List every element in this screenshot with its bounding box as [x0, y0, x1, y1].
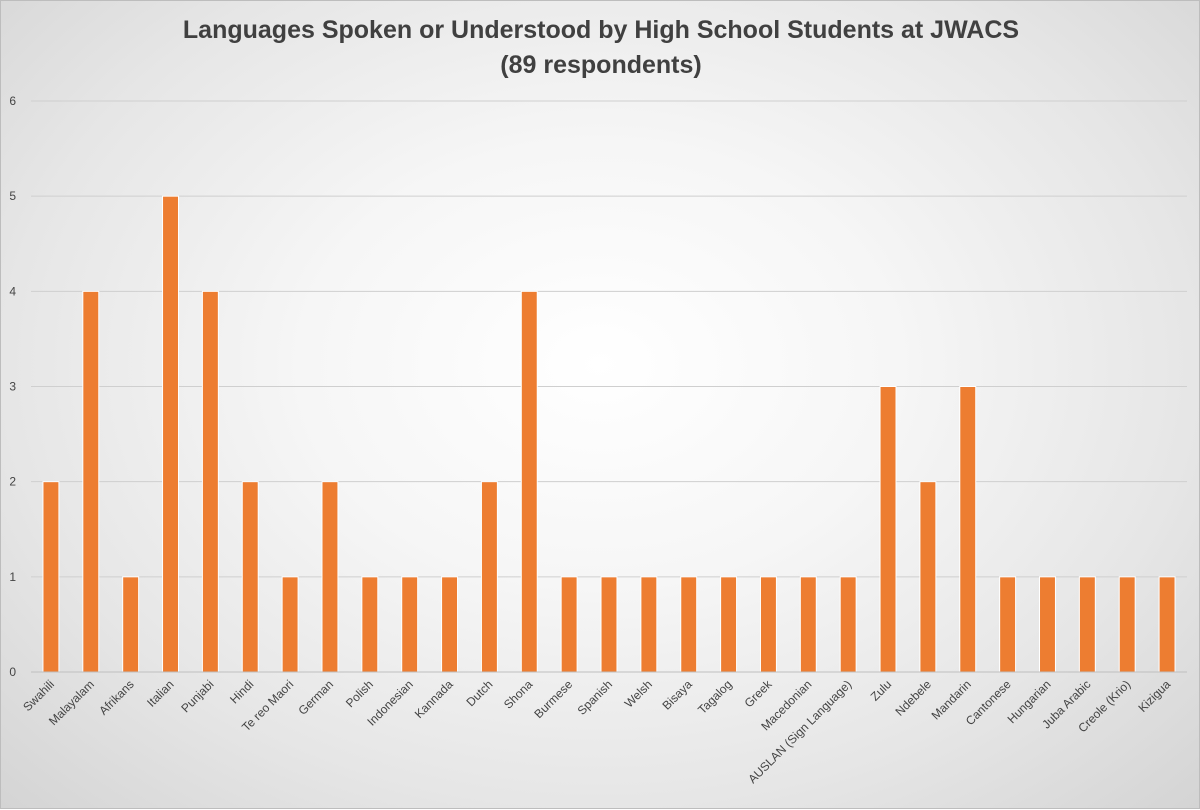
x-tick-label: Burmese — [531, 677, 575, 721]
bar — [1078, 576, 1096, 673]
bar — [1039, 576, 1056, 673]
y-tick-label: 5 — [9, 189, 16, 203]
x-tick-label: Welsh — [622, 677, 655, 710]
y-tick-label: 3 — [9, 380, 16, 394]
x-tick-label: Spanish — [575, 677, 616, 718]
x-tick-label: Tagalog — [695, 677, 735, 717]
bar — [122, 576, 140, 673]
y-tick-label: 6 — [9, 94, 16, 108]
x-tick-label: Afrikans — [96, 677, 137, 718]
bar — [480, 481, 498, 673]
bar — [82, 290, 100, 673]
bar — [201, 290, 219, 673]
x-tick-label: Zulu — [868, 677, 894, 703]
y-tick-label: 1 — [9, 570, 16, 584]
chart-title-block: Languages Spoken or Understood by High S… — [1, 13, 1200, 83]
bar — [241, 481, 259, 673]
x-tick-label: Swahili — [20, 677, 57, 714]
bar — [361, 576, 379, 673]
bar — [680, 576, 698, 673]
x-tick-label: Greek — [742, 677, 776, 711]
bar — [799, 576, 817, 673]
x-tick-label: Italian — [144, 677, 177, 710]
bar — [162, 195, 179, 673]
bar — [401, 576, 419, 673]
chart-title: Languages Spoken or Understood by High S… — [182, 16, 1020, 44]
bar — [720, 576, 738, 673]
y-tick-label: 2 — [9, 475, 16, 489]
bar — [281, 576, 299, 673]
bar — [839, 576, 857, 673]
chart-subtitle: (89 respondents) — [500, 51, 702, 79]
bar — [959, 386, 977, 673]
bar — [600, 576, 618, 673]
bar — [879, 386, 897, 673]
bar — [321, 481, 339, 673]
y-tick-label: 4 — [9, 284, 16, 298]
x-tick-label: Kannada — [412, 677, 456, 721]
x-tick-label: Bisaya — [659, 677, 695, 713]
x-tick-label: Punjabi — [178, 677, 216, 715]
bar — [1118, 576, 1136, 673]
bar — [441, 576, 459, 673]
bar — [520, 290, 538, 673]
bars — [42, 195, 1176, 673]
bar — [560, 576, 578, 673]
x-tick-label: Dutch — [463, 677, 495, 709]
bar — [999, 576, 1017, 673]
x-tick-label: Shona — [501, 677, 536, 712]
bar — [640, 576, 658, 673]
bar — [759, 576, 777, 673]
x-tick-label: German — [296, 677, 337, 718]
bar — [42, 481, 60, 673]
bar — [919, 481, 937, 673]
y-axis-tick-labels: 0 1 2 3 4 5 6 — [9, 94, 16, 679]
x-tick-label: Polish — [343, 677, 376, 710]
bar — [1158, 576, 1176, 673]
x-tick-label: Hindi — [227, 677, 256, 706]
y-tick-label: 0 — [9, 665, 16, 679]
x-tick-label: Kizigua — [1135, 677, 1173, 715]
